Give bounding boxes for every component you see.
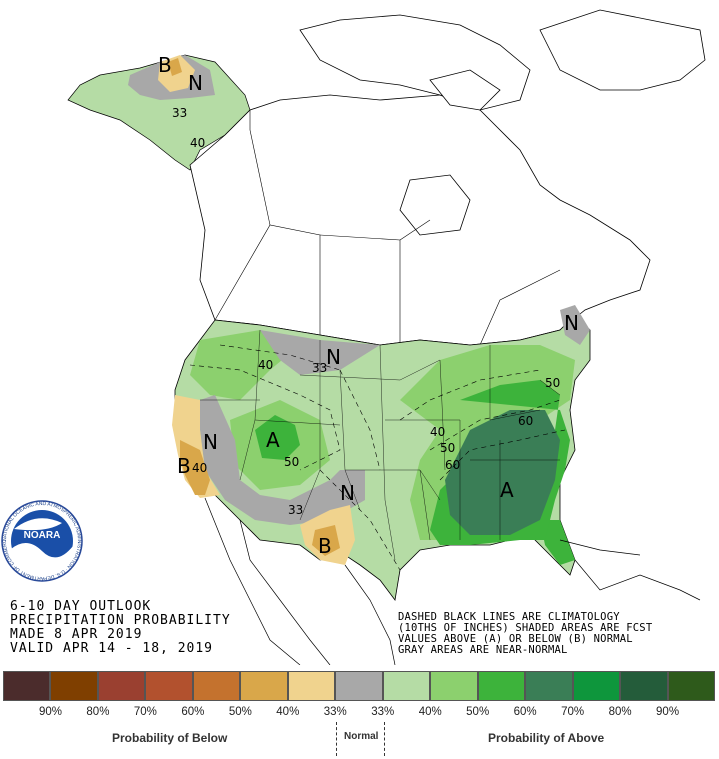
- legend-swatch-5: [240, 671, 288, 701]
- normal-caption: Normal: [344, 731, 379, 742]
- nn-33-label: 33: [312, 361, 327, 375]
- outlook-title-block: 6-10 DAY OUTLOOK PRECIPITATION PROBABILI…: [10, 600, 231, 656]
- title-line-2: PRECIPITATION PROBABILITY: [10, 613, 231, 628]
- legend-tick-4: 50%: [228, 706, 252, 718]
- e-50-label: 50: [545, 376, 560, 390]
- co-a-label: A: [266, 428, 280, 452]
- co-50-label: 50: [284, 455, 299, 469]
- legend-tick-3: 60%: [181, 706, 205, 718]
- tx-b-label: B: [318, 534, 332, 558]
- legend-tick-11: 70%: [561, 706, 585, 718]
- normal-divider-left: [336, 722, 337, 756]
- legend-swatch-0: [3, 671, 51, 701]
- title-line-4: VALID APR 14 - 18, 2019: [10, 641, 214, 656]
- legend-swatch-14: [667, 671, 716, 701]
- legend-tick-13: 90%: [656, 706, 680, 718]
- state-borders: [200, 329, 561, 561]
- precipitation-outlook-map: B N 33 40 40 33 N N B 40 A 50 33 N B N 5…: [1, 9, 706, 665]
- map-labels: B N 33 40 40 33 N N B 40 A 50 33 N B N 5…: [158, 53, 579, 558]
- noaa-logo: NOARA NATIONAL OCEANIC AND ATMOSPHERIC A…: [1, 500, 83, 582]
- ca-n-label: N: [203, 430, 218, 454]
- legend-swatch-9: [430, 671, 478, 701]
- legend-swatch-1: [50, 671, 98, 701]
- ne-n-label: N: [564, 311, 579, 335]
- legend-tick-12: 80%: [608, 706, 632, 718]
- se-60-label: 60: [445, 458, 460, 472]
- ak-n-label: N: [188, 71, 203, 95]
- note-line-2: (10THS OF INCHES) SHADED AREAS ARE FCST: [398, 622, 653, 634]
- note-line-4: GRAY AREAS ARE NEAR-NORMAL: [398, 644, 568, 656]
- noaa-logo-text: NOARA: [24, 530, 61, 541]
- legend-swatch-10: [477, 671, 526, 701]
- climatology-lines: [189, 344, 566, 571]
- below-caption: Probability of Below: [112, 731, 228, 745]
- legend-swatch-12: [572, 671, 621, 701]
- ak-b-label: B: [158, 53, 172, 77]
- ak-33-label: 33: [172, 106, 187, 120]
- legend-swatch-8: [382, 671, 431, 701]
- legend-swatch-2: [97, 671, 146, 701]
- note-line-3: VALUES ABOVE (A) OR BELOW (B) NORMAL: [398, 633, 633, 645]
- legend-tick-10: 60%: [513, 706, 537, 718]
- ca-40-label: 40: [192, 461, 207, 475]
- legend-tick-2: 70%: [133, 706, 157, 718]
- legend-swatch-7: [335, 671, 383, 701]
- se-a-label: A: [500, 478, 514, 502]
- tx-n-label: N: [340, 481, 355, 505]
- legend-color-bar: [3, 671, 716, 703]
- alaska-region: [67, 54, 251, 171]
- note-line-1: DASHED BLACK LINES ARE CLIMATOLOGY: [398, 611, 620, 623]
- legend-swatch-4: [192, 671, 241, 701]
- legend-tick-9: 50%: [466, 706, 490, 718]
- ca-b-label: B: [177, 454, 191, 478]
- legend-tick-1: 80%: [86, 706, 110, 718]
- nw-40-label: 40: [258, 358, 273, 372]
- sw-33-label: 33: [288, 503, 303, 517]
- normal-divider-right: [384, 722, 385, 756]
- nn-n-label: N: [326, 345, 341, 369]
- legend-swatch-6: [287, 671, 336, 701]
- legend-swatch-11: [525, 671, 573, 701]
- legend-tick-0: 90%: [38, 706, 62, 718]
- legend-tick-8: 40%: [418, 706, 442, 718]
- e-60-label: 60: [518, 414, 533, 428]
- title-line-3: MADE 8 APR 2019: [10, 627, 143, 642]
- legend-tick-6: 33%: [323, 706, 347, 718]
- legend-swatch-3: [145, 671, 193, 701]
- title-line-1: 6-10 DAY OUTLOOK: [10, 599, 152, 614]
- legend-tick-7: 33%: [371, 706, 395, 718]
- se-50-label: 50: [440, 441, 455, 455]
- mexico-outline: [204, 497, 701, 665]
- legend-note-block: DASHED BLACK LINES ARE CLIMATOLOGY (10TH…: [398, 612, 652, 656]
- legend-tick-labels: 90% 80% 70% 60% 50% 40% 33% 33% 40% 50% 60% 70% 80% 9…: [3, 706, 691, 718]
- legend-swatch-13: [620, 671, 668, 701]
- e-40-label: 40: [430, 425, 445, 439]
- ak-40-label: 40: [190, 136, 205, 150]
- legend-tick-5: 40%: [276, 706, 300, 718]
- above-caption: Probability of Above: [488, 731, 605, 745]
- province-lines: [214, 110, 561, 346]
